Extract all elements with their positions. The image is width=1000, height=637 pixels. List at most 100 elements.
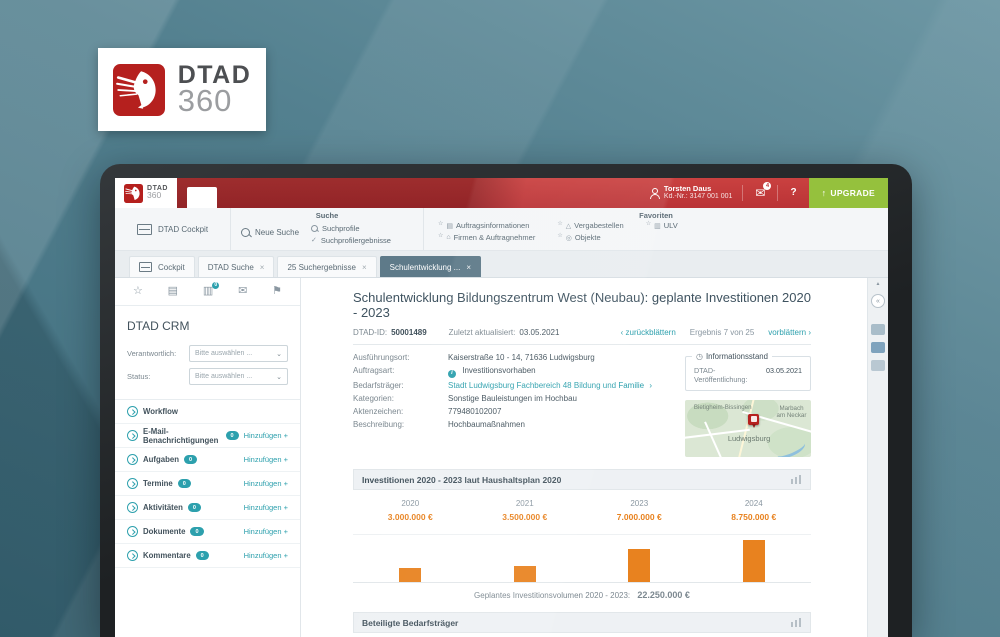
dtad-id-label: DTAD-ID: xyxy=(353,328,388,337)
page-title: Schulentwicklung Bildungszentrum West (N… xyxy=(353,290,811,320)
close-icon[interactable]: × xyxy=(259,262,265,272)
type-icon: ◎ xyxy=(565,234,572,242)
favorite-objekte[interactable]: ☆ ◎ Objekte xyxy=(557,233,601,242)
chart-column: 2021 3.500.000 € xyxy=(468,499,583,583)
next-result-link[interactable]: vorblättern › xyxy=(768,328,811,337)
chart-category-label: 2024 xyxy=(744,499,763,508)
sidebar-item-workflow[interactable]: Workflow xyxy=(115,400,300,424)
messages-button[interactable]: ✉ 4 xyxy=(743,178,777,208)
main-nav xyxy=(187,178,337,208)
location-map[interactable]: Bietigheim-Bissingen Marbach am Neckar L… xyxy=(685,400,811,457)
tab-strip: Cockpit DTAD Suche × 25 Suchergebnisse ×… xyxy=(115,251,888,278)
map-marker-icon[interactable] xyxy=(748,413,759,428)
user-customer-number: Kd.-Nr.: 3147 001 001 xyxy=(663,193,733,201)
chevron-circle-icon xyxy=(127,430,138,441)
panel-list-icon[interactable] xyxy=(871,360,885,371)
hinzufuegen-link[interactable]: Hinzufügen + xyxy=(243,455,288,464)
chevron-circle-icon xyxy=(127,454,138,465)
icon-badge: 0 xyxy=(212,282,220,289)
app-logo[interactable]: DTAD 360 xyxy=(115,178,177,208)
select-dropdown[interactable]: Bitte auswählen ... ⌄ xyxy=(189,368,288,385)
count-badge: 0 xyxy=(195,551,209,560)
hinzufuegen-link[interactable]: Hinzufügen + xyxy=(243,503,288,512)
collapse-panel-icon[interactable]: « xyxy=(871,294,885,308)
nav-suchprofile-listen[interactable] xyxy=(217,187,247,208)
app-screen: DTAD 360 Torsten Daus Kd.-Nr.: 3147 001 … xyxy=(115,178,888,637)
brand-bottom: 360 xyxy=(177,82,233,118)
chart-section-title: Investitionen 2020 - 2023 laut Haushalts… xyxy=(362,474,562,485)
chart-total-label: Geplantes Investitionsvolumen 2020 - 202… xyxy=(474,591,631,600)
share-icon[interactable]: ⚑ xyxy=(272,285,282,297)
detail-panel: Schulentwicklung Bildungszentrum West (N… xyxy=(301,278,867,637)
document-icon[interactable]: ▤ xyxy=(167,285,179,297)
favorite-vergabestellen[interactable]: ☆ △ Vergabestellen xyxy=(557,221,624,230)
panel-table-icon[interactable] xyxy=(871,324,885,335)
favorite-ulv[interactable]: ☆ ▥ ULV xyxy=(645,221,678,230)
scroll-up-icon[interactable]: ▲ xyxy=(875,281,881,287)
email-icon[interactable]: ✉ xyxy=(238,285,248,297)
favorite-auftragsinformationen[interactable]: ☆ ▤ Auftragsinformationen xyxy=(438,221,530,230)
upgrade-arrow-icon: ↑ xyxy=(821,188,827,198)
field-label: Bedarfsträger: xyxy=(353,380,404,390)
help-button[interactable]: ? xyxy=(790,187,797,198)
chart-bar-area xyxy=(582,535,697,583)
sidebar-item-termine[interactable]: Termine 0 Hinzufügen + xyxy=(115,472,300,496)
hinzufuegen-link[interactable]: Hinzufügen + xyxy=(243,479,288,488)
tab-cockpit[interactable]: Cockpit xyxy=(129,256,195,277)
toolbar-suchprofile[interactable]: Suchprofile xyxy=(311,224,391,233)
divider xyxy=(353,344,811,345)
nav-termine-aktivitaeten[interactable] xyxy=(247,187,277,208)
field-label: Verantwortlich: xyxy=(127,349,177,358)
right-rail: ▲ « xyxy=(867,278,888,637)
informationsstand-box: ◷ Informationsstand DTAD-Veröffentlichun… xyxy=(685,352,811,391)
app-header: DTAD 360 Torsten Daus Kd.-Nr.: 3147 001 … xyxy=(115,178,888,208)
chevron-circle-icon xyxy=(127,406,138,417)
prev-result-link[interactable]: ‹ zurückblättern xyxy=(620,328,676,337)
nav-dtad-crm[interactable] xyxy=(307,187,337,208)
print-icon[interactable]: ▥ 0 xyxy=(203,282,220,297)
chart-bar xyxy=(742,540,765,583)
detail-field-row: Kategorien: Sonstige Bauleistungen im Ho… xyxy=(353,394,667,404)
updated-label: Zuletzt aktualisiert: xyxy=(448,328,516,337)
chart-bar-area xyxy=(353,535,468,583)
dtad-eagle-logo-icon xyxy=(124,183,144,203)
nav-start[interactable] xyxy=(187,187,217,208)
upgrade-button[interactable]: ↑ UPGRADE xyxy=(808,178,888,208)
favorite-star-icon[interactable]: ☆ xyxy=(133,285,143,297)
chart-category-label: 2023 xyxy=(630,499,649,508)
detail-field-row: Aktenzeichen: 779480102007 xyxy=(353,407,667,417)
tab-dtad-suche[interactable]: DTAD Suche × xyxy=(197,256,275,277)
field-value: i Investitionsvorhaben xyxy=(448,366,536,378)
close-icon[interactable]: × xyxy=(361,262,367,272)
chart-bar xyxy=(399,568,422,583)
tab-schulentwicklung[interactable]: Schulentwicklung ... × xyxy=(379,256,481,277)
hinzufuegen-link[interactable]: Hinzufügen + xyxy=(243,551,288,560)
panel-grid-icon[interactable] xyxy=(871,342,885,353)
tab-suchergebnisse[interactable]: 25 Suchergebnisse × xyxy=(277,256,377,277)
sidebar-item-aufgaben[interactable]: Aufgaben 0 Hinzufügen + xyxy=(115,448,300,472)
info-icon[interactable]: i xyxy=(448,369,456,378)
neue-suche-button[interactable]: Neue Suche xyxy=(241,227,299,237)
close-icon[interactable]: × xyxy=(466,262,471,272)
user-account[interactable]: Torsten Daus Kd.-Nr.: 3147 001 001 xyxy=(639,184,743,202)
sidebar-item-email-benachrichtigungen[interactable]: E-Mail-Benachrichtigungen 0 Hinzufügen + xyxy=(115,424,300,448)
field-label: Auftragsart: xyxy=(353,366,395,375)
chart-value-label: 3.500.000 € xyxy=(502,512,548,522)
select-status: Status: Bitte auswählen ... ⌄ xyxy=(115,365,300,388)
sidebar-item-aktivitaeten[interactable]: Aktivitäten 0 Hinzufügen + xyxy=(115,496,300,520)
nav-einstellungen-dokumente[interactable] xyxy=(277,187,307,208)
sidebar-item-kommentare[interactable]: Kommentare 0 Hinzufügen + xyxy=(115,544,300,568)
toolbar-suchprofilergebnisse[interactable]: ✓ Suchprofilergebnisse xyxy=(311,235,391,245)
sidebar-item-dokumente[interactable]: Dokumente 0 Hinzufügen + xyxy=(115,520,300,544)
hinzufuegen-link[interactable]: Hinzufügen + xyxy=(243,527,288,536)
favorite-firmen-auftragnehmer[interactable]: ☆ ⌂ Firmen & Auftragnehmer xyxy=(438,233,536,242)
field-value: Hochbaumaßnahmen xyxy=(448,419,525,429)
crm-sidebar: ☆ ▤ ▥ 0 ✉ xyxy=(115,278,301,637)
select-dropdown[interactable]: Bitte auswählen ... ⌄ xyxy=(189,345,288,362)
dtad-cockpit-button[interactable]: DTAD Cockpit xyxy=(115,208,230,250)
chevron-circle-icon xyxy=(127,550,138,561)
hinzufuegen-link[interactable]: Hinzufügen + xyxy=(243,431,288,440)
mail-badge: 4 xyxy=(763,182,772,190)
field-label: Aktenzeichen: xyxy=(353,406,404,416)
participants-icon xyxy=(790,618,802,627)
